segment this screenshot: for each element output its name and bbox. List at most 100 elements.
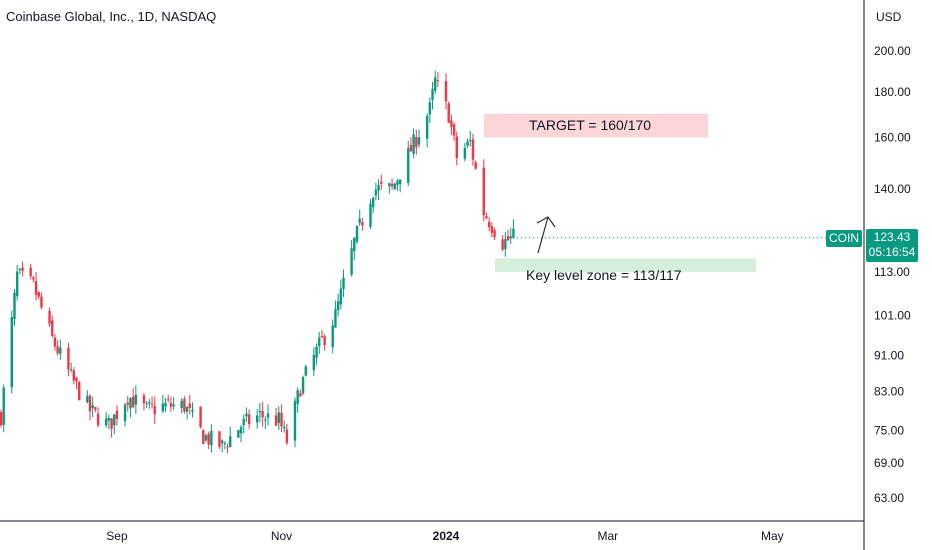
x-tick-label: 2024 — [433, 529, 460, 543]
candle-body — [371, 197, 375, 208]
candle-body — [388, 183, 391, 187]
candle-body — [320, 335, 324, 338]
y-tick-label: 113.00 — [874, 265, 910, 279]
candle-body — [191, 409, 194, 412]
candle-body — [223, 443, 227, 445]
y-tick-label: 75.00 — [874, 424, 904, 438]
candle-body — [506, 236, 510, 241]
candle-body — [220, 440, 224, 444]
bar-countdown: 05:16:54 — [868, 245, 916, 259]
candle-body — [94, 406, 97, 410]
candle-body — [204, 435, 208, 441]
candle-body — [32, 277, 35, 280]
candle-body — [34, 280, 38, 295]
candle-body — [239, 427, 243, 434]
candle-body — [48, 310, 51, 324]
candle-body — [207, 433, 210, 445]
candle-body — [463, 147, 467, 159]
candle-body — [148, 402, 151, 404]
x-tick-label: Nov — [271, 529, 292, 543]
candle-body — [353, 238, 356, 252]
candle-body — [88, 395, 92, 412]
support-zone — [495, 258, 756, 272]
candle-body — [342, 277, 345, 290]
candle-body — [396, 180, 399, 185]
candle-body — [172, 404, 175, 407]
candle-body — [72, 370, 76, 381]
candle-body — [104, 418, 108, 426]
candle-body — [415, 136, 418, 148]
candle-body — [434, 77, 437, 91]
candle-body — [493, 230, 496, 238]
candle-body — [145, 403, 148, 405]
candle-body — [21, 267, 24, 271]
candle-body — [53, 337, 57, 347]
candle-body — [485, 216, 488, 219]
candle-body — [40, 296, 43, 308]
candle-body — [129, 398, 132, 409]
candle-body — [431, 89, 434, 100]
candle-body — [134, 394, 138, 405]
candle-body — [509, 236, 512, 239]
candle-body — [0, 412, 3, 426]
price-axis[interactable]: 200.00 180.00 160.00 140.00 113.00 101.00 91.0… — [874, 44, 911, 505]
candle-body — [185, 406, 189, 412]
candle-body — [37, 291, 40, 297]
candle-body — [18, 269, 22, 271]
candle-body — [242, 418, 245, 426]
candle-body — [210, 430, 213, 446]
candle-body — [301, 377, 305, 394]
candle-body — [10, 317, 13, 388]
candle-body — [296, 390, 299, 404]
candle-body — [318, 337, 321, 347]
candle-body — [304, 366, 307, 376]
candle-body — [226, 446, 229, 448]
candle-body — [261, 411, 264, 418]
candle-body — [398, 179, 402, 185]
support-zone-label: Key level zone = 113/117 — [526, 266, 682, 283]
last-price-value: 123.43 — [873, 230, 911, 244]
x-tick-label: Mar — [597, 529, 618, 543]
candle-body — [425, 115, 429, 139]
candle-body — [374, 189, 378, 196]
candle-body — [13, 292, 16, 320]
currency-button[interactable]: USD — [876, 10, 902, 24]
candle-body — [256, 415, 259, 423]
candle-body — [161, 403, 165, 412]
candle-body — [377, 185, 380, 191]
candle-body — [264, 419, 267, 421]
candle-body — [274, 415, 278, 426]
y-tick-label: 180.00 — [874, 85, 911, 99]
candle-body — [56, 346, 59, 354]
arrow-line — [537, 216, 549, 254]
candle-body — [299, 393, 302, 397]
candle-body — [202, 430, 205, 444]
candle-body — [59, 347, 62, 354]
last-price-badge: 123.43 05:16:54 — [866, 229, 918, 262]
candle-body — [361, 222, 364, 226]
candle-body — [469, 140, 472, 142]
candle-body — [153, 405, 156, 415]
x-tick-label: Sep — [106, 529, 128, 543]
candle-body — [107, 418, 111, 421]
candle-body — [285, 429, 289, 444]
candle-body — [436, 80, 440, 82]
candle-body — [452, 124, 456, 136]
y-tick-label: 63.00 — [874, 491, 904, 505]
candle-body — [180, 400, 183, 409]
candle-body — [412, 134, 415, 154]
candle-body — [315, 346, 318, 358]
candle-body — [350, 248, 353, 275]
candle-body — [126, 402, 129, 405]
time-axis[interactable]: Sep Nov 2024 Mar May — [106, 529, 783, 543]
candle-body — [355, 225, 359, 242]
candle-body — [91, 405, 94, 409]
y-tick-label: 69.00 — [874, 456, 904, 470]
candle-body — [115, 410, 119, 419]
y-tick-label: 83.00 — [874, 384, 904, 398]
candle-body — [339, 288, 343, 305]
candle-body — [51, 320, 54, 336]
candle-body — [501, 239, 504, 250]
candle-body — [67, 347, 70, 370]
